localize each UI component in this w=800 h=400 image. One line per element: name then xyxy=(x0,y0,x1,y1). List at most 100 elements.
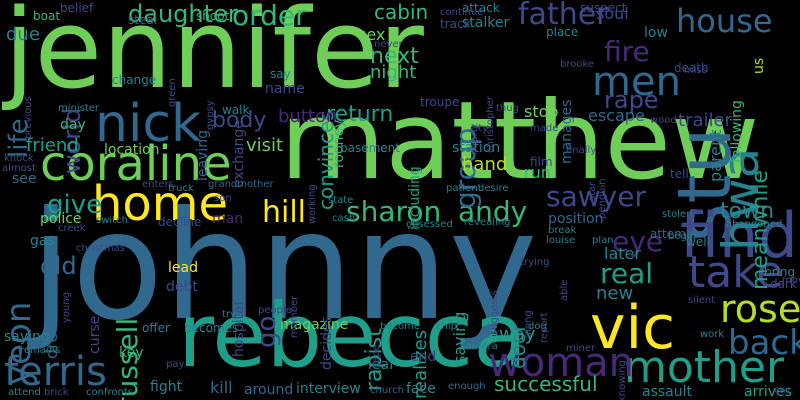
word: say xyxy=(270,67,291,81)
word: us xyxy=(751,57,767,74)
word: rape xyxy=(604,86,659,114)
word: try xyxy=(222,309,236,320)
word: member xyxy=(289,295,300,338)
word: report xyxy=(539,312,550,343)
word: run xyxy=(524,163,551,182)
word: break xyxy=(548,225,577,236)
word: never xyxy=(374,39,403,50)
word: change xyxy=(112,73,157,87)
word: new xyxy=(596,283,634,304)
word: boat xyxy=(33,9,61,23)
word: return xyxy=(326,102,394,127)
word: eye xyxy=(612,225,664,258)
word: attempt xyxy=(650,227,699,241)
word: become xyxy=(380,321,421,332)
word: chip xyxy=(436,321,457,332)
word: lead xyxy=(168,260,198,276)
word: state xyxy=(328,195,354,206)
word: brooke xyxy=(560,59,595,70)
word: bring xyxy=(764,265,796,279)
word: woman xyxy=(488,340,635,386)
word: daughter xyxy=(128,0,238,28)
word: miner xyxy=(566,343,596,354)
word: gypsy xyxy=(205,100,216,130)
word: knowing xyxy=(617,360,628,400)
word: finally xyxy=(566,145,597,156)
word: people xyxy=(258,305,292,316)
word: attend xyxy=(8,387,41,398)
word: home xyxy=(92,176,229,232)
word: see xyxy=(12,171,37,187)
word: steal xyxy=(128,13,158,27)
word: louise xyxy=(546,235,576,246)
word: attack xyxy=(462,1,500,15)
word: stop xyxy=(524,102,559,121)
word: almost xyxy=(2,163,36,174)
word: star xyxy=(587,181,598,201)
word: remains xyxy=(20,345,61,356)
word: rose xyxy=(720,287,800,331)
word: basement xyxy=(340,141,400,155)
word: along xyxy=(523,310,534,338)
word: debt xyxy=(166,279,198,295)
word: cabin xyxy=(374,0,429,24)
word: switch xyxy=(96,215,128,226)
word: move xyxy=(782,275,800,286)
word: arrives xyxy=(744,384,792,400)
word: dark xyxy=(770,277,797,291)
word: successful xyxy=(494,372,598,396)
word: brick xyxy=(44,387,69,398)
word: police xyxy=(40,211,82,227)
word: decline xyxy=(158,215,202,229)
word: ferris xyxy=(4,349,107,395)
word: town xyxy=(720,199,775,224)
word: give xyxy=(47,190,103,220)
word: camera xyxy=(460,341,498,352)
word: real xyxy=(600,257,654,290)
word: saying xyxy=(4,329,50,345)
word: following xyxy=(729,100,745,163)
word: visit xyxy=(246,135,284,156)
word: enters xyxy=(142,179,174,190)
word: city xyxy=(470,123,489,134)
word: begin xyxy=(668,231,696,242)
word: vic xyxy=(590,293,676,363)
word: silent xyxy=(688,295,716,306)
word: offer xyxy=(142,321,170,335)
word: pay xyxy=(166,359,185,370)
word: low xyxy=(644,25,668,41)
word: abandoned xyxy=(726,219,783,230)
word: interview xyxy=(296,381,361,397)
word: penguin xyxy=(597,178,608,219)
word: location xyxy=(104,142,160,158)
word: face xyxy=(406,381,436,397)
word: revealing xyxy=(464,217,511,228)
word: take xyxy=(688,247,784,298)
word: gas xyxy=(30,233,55,249)
word: old xyxy=(40,252,77,280)
word: decides xyxy=(319,316,335,370)
word: name xyxy=(265,81,305,97)
word: key xyxy=(119,345,144,361)
word: minister xyxy=(58,103,100,114)
word: button xyxy=(278,106,338,127)
word: parent xyxy=(706,129,725,182)
word: work xyxy=(700,329,725,340)
word: rebecca xyxy=(178,284,528,387)
word: men xyxy=(592,59,681,105)
word: miss xyxy=(684,65,707,76)
word: exchange xyxy=(231,120,247,188)
word: plan xyxy=(592,235,614,246)
word: christopher xyxy=(485,96,496,153)
word: nick xyxy=(95,94,202,154)
word: soul xyxy=(596,4,629,23)
word: due xyxy=(6,24,40,45)
word: away xyxy=(488,324,536,345)
word: dog xyxy=(528,321,547,332)
word: hand xyxy=(462,154,508,175)
word: trying xyxy=(520,257,550,268)
word: patient xyxy=(446,183,482,194)
word: enough xyxy=(448,381,486,392)
word: back xyxy=(728,323,800,363)
